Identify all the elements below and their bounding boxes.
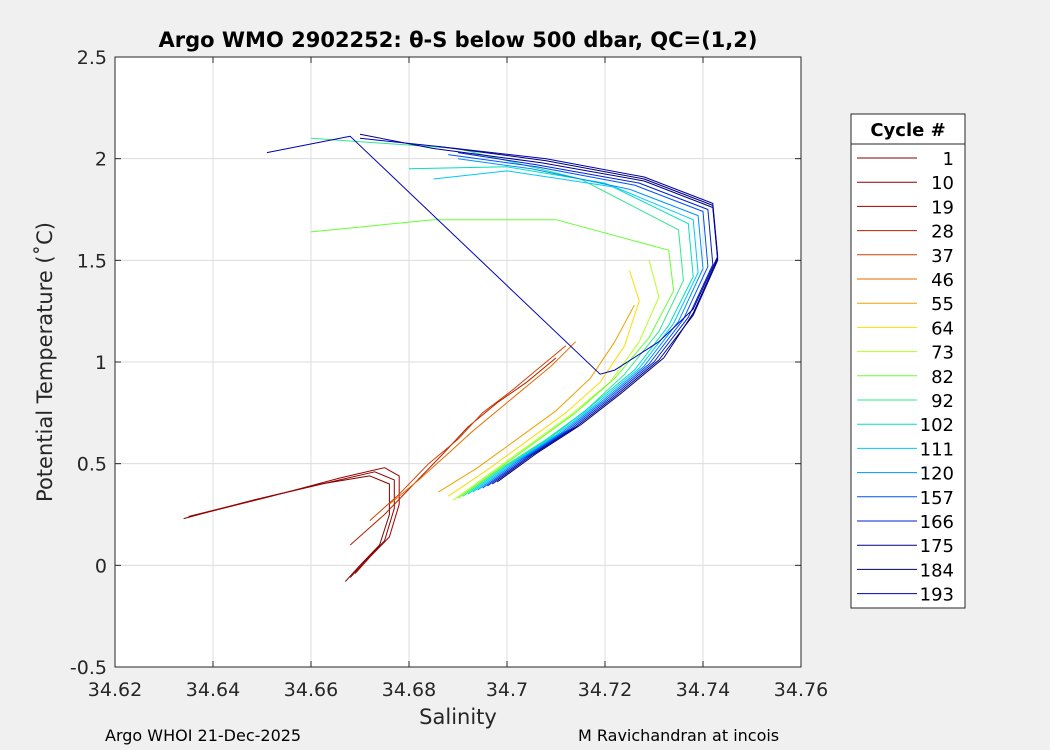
series-line-cycle-19 <box>198 467 400 574</box>
legend-label-cycle-193: 193 <box>920 585 954 606</box>
x-tick-label: 34.62 <box>88 679 142 701</box>
x-tick-label: 34.68 <box>382 679 436 701</box>
y-tick-label: 0.5 <box>77 454 107 476</box>
y-tick-label: 0 <box>95 555 107 577</box>
series-line-cycle-175 <box>359 133 719 485</box>
x-tick-label: 34.66 <box>284 679 338 701</box>
legend-label-cycle-55: 55 <box>931 294 954 315</box>
legend-label-cycle-175: 175 <box>920 536 954 557</box>
axis-ticks: 34.62 34.64 34.66 34.68 34.7 34.72 34.74 34.76 -… <box>70 47 828 701</box>
y-tick-label: 2.5 <box>77 47 107 69</box>
legend-label-cycle-166: 166 <box>920 512 954 533</box>
legend-label-cycle-64: 64 <box>931 318 954 339</box>
x-tick-label: 34.7 <box>486 679 528 701</box>
series-line-cycle-55 <box>438 304 635 493</box>
x-tick-label: 34.72 <box>578 679 632 701</box>
series-line-cycle-73 <box>452 260 660 501</box>
legend-items: 1 10 19 28 37 46 55 64 73 82 92 102 111 120 157 166 175 1… <box>857 149 954 606</box>
series-line-cycle-92 <box>310 137 684 497</box>
legend-label-cycle-157: 157 <box>920 488 954 509</box>
x-tick-label: 34.74 <box>676 679 730 701</box>
x-tick-label: 34.76 <box>774 679 828 701</box>
legend-label-cycle-1: 1 <box>943 149 954 170</box>
series-line-cycle-46 <box>389 341 576 505</box>
chart-title: Argo WMO 2902252: θ-S below 500 dbar, QC… <box>159 28 758 52</box>
x-axis-label: Salinity <box>419 705 497 729</box>
legend-title: Cycle # <box>870 120 945 141</box>
legend-label-cycle-92: 92 <box>931 391 954 412</box>
legend-label-cycle-46: 46 <box>931 270 954 291</box>
footer-right: M Ravichandran at incois <box>578 726 780 745</box>
y-axis-label: Potential Temperature (˚C) <box>33 222 57 502</box>
series-line-cycle-166 <box>457 152 714 487</box>
legend-label-cycle-73: 73 <box>931 343 954 364</box>
y-tick-label: -0.5 <box>70 657 107 679</box>
legend-label-cycle-10: 10 <box>931 173 954 194</box>
series-line-cycle-157 <box>448 154 709 489</box>
legend-label-cycle-37: 37 <box>931 246 954 267</box>
legend-label-cycle-102: 102 <box>920 415 954 436</box>
series-line-cycle-120 <box>457 158 704 491</box>
series-line-cycle-28 <box>349 357 557 546</box>
legend-label-cycle-111: 111 <box>920 439 954 460</box>
y-tick-label: 1.5 <box>77 250 107 272</box>
legend-box <box>850 113 966 609</box>
legend-label-cycle-184: 184 <box>920 560 954 581</box>
series-line-cycle-37 <box>369 345 567 521</box>
y-tick-label: 2 <box>95 149 107 171</box>
legend-label-cycle-19: 19 <box>931 197 954 218</box>
legend: Cycle # 1 10 19 28 37 46 55 64 73 82 92 102 111 120 15… <box>850 113 966 609</box>
legend-label-cycle-82: 82 <box>931 367 954 388</box>
series-lines <box>183 133 719 582</box>
footer-left: Argo WHOI 21-Dec-2025 <box>105 726 302 745</box>
series-line-cycle-184 <box>438 146 719 483</box>
y-tick-label: 1 <box>95 352 107 374</box>
series-line-cycle-193 <box>266 135 719 375</box>
series-line-cycle-111 <box>433 170 699 493</box>
series-line-cycle-82 <box>310 219 675 499</box>
x-tick-label: 34.64 <box>186 679 240 701</box>
legend-label-cycle-120: 120 <box>920 464 954 485</box>
legend-label-cycle-28: 28 <box>931 222 954 243</box>
series-line-cycle-64 <box>447 270 640 497</box>
